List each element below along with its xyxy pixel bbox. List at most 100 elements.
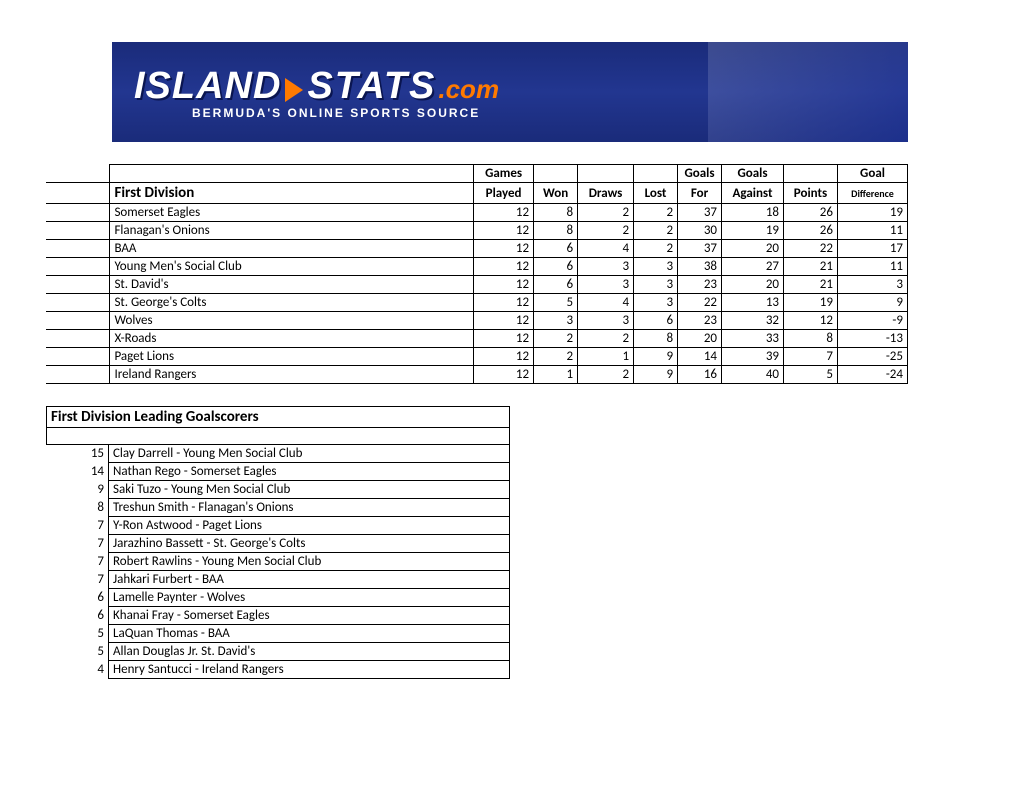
stat-diff: 19	[837, 204, 907, 222]
standings-table-container: Games Goals Goals Goal First Division Pl…	[46, 164, 908, 384]
standings-header-row2: First Division Played Won Draws Lost For…	[46, 183, 908, 204]
banner-word-island: ISLAND	[134, 65, 281, 108]
team-name: Flanagan's Onions	[110, 222, 474, 240]
blank-cell	[46, 240, 110, 258]
site-banner: ISLAND STATS .com BERMUDA'S ONLINE SPORT…	[112, 42, 908, 142]
stat-lost: 2	[634, 204, 678, 222]
banner-word-com: .com	[438, 74, 499, 105]
scorer-goals: 15	[47, 445, 109, 463]
team-name: X-Roads	[110, 330, 474, 348]
table-row: Wolves12336233212-9	[46, 312, 908, 330]
stat-played: 12	[474, 330, 534, 348]
stat-draws: 4	[578, 240, 634, 258]
stat-won: 8	[534, 222, 578, 240]
stat-won: 2	[534, 330, 578, 348]
stat-draws: 3	[578, 276, 634, 294]
scorers-blank-row	[47, 428, 510, 445]
stat-diff: 17	[837, 240, 907, 258]
scorers-title: First Division Leading Goalscorers	[47, 407, 510, 428]
stat-lost: 2	[634, 240, 678, 258]
stat-against: 33	[722, 330, 784, 348]
stat-lost: 8	[634, 330, 678, 348]
scorer-player: Henry Santucci - Ireland Rangers	[109, 661, 510, 679]
stat-lost: 9	[634, 366, 678, 384]
table-row: Paget Lions1221914397-25	[46, 348, 908, 366]
stat-won: 1	[534, 366, 578, 384]
scorer-goals: 6	[47, 607, 109, 625]
scorer-player: Robert Rawlins - Young Men Social Club	[109, 553, 510, 571]
stat-points: 7	[784, 348, 838, 366]
col-header-played: Played	[474, 183, 534, 204]
blank-cell	[46, 330, 110, 348]
scorers-table-container: First Division Leading Goalscorers 15Cla…	[46, 406, 510, 679]
scorer-goals: 7	[47, 571, 109, 589]
stat-diff: 11	[837, 222, 907, 240]
col-header-goals-for: Goals	[678, 165, 722, 183]
team-name: Ireland Rangers	[110, 366, 474, 384]
stat-points: 12	[784, 312, 838, 330]
stat-draws: 2	[578, 204, 634, 222]
blank-cell	[46, 258, 110, 276]
team-name: Paget Lions	[110, 348, 474, 366]
stat-against: 18	[722, 204, 784, 222]
table-row: Somerset Eagles1282237182619	[46, 204, 908, 222]
stat-diff: -13	[837, 330, 907, 348]
stat-won: 6	[534, 240, 578, 258]
stat-won: 6	[534, 276, 578, 294]
table-row: 7Y-Ron Astwood - Paget Lions	[47, 517, 510, 535]
stat-for: 14	[678, 348, 722, 366]
table-row: 5LaQuan Thomas - BAA	[47, 625, 510, 643]
stat-diff: -25	[837, 348, 907, 366]
table-row: 6Khanai Fray - Somerset Eagles	[47, 607, 510, 625]
stat-for: 16	[678, 366, 722, 384]
table-row: Ireland Rangers1212916405-24	[46, 366, 908, 384]
stat-against: 20	[722, 240, 784, 258]
blank-cell	[578, 165, 634, 183]
stat-diff: 9	[837, 294, 907, 312]
table-row: BAA1264237202217	[46, 240, 908, 258]
scorer-goals: 6	[47, 589, 109, 607]
col-header-goal: Goal	[837, 165, 907, 183]
blank-cell	[47, 428, 510, 445]
play-triangle-icon	[285, 78, 303, 102]
table-row: 6Lamelle Paynter - Wolves	[47, 589, 510, 607]
stat-points: 26	[784, 222, 838, 240]
scorer-goals: 5	[47, 625, 109, 643]
table-row: 7Robert Rawlins - Young Men Social Club	[47, 553, 510, 571]
stat-points: 21	[784, 258, 838, 276]
col-header-points: Points	[784, 183, 838, 204]
blank-cell	[46, 183, 110, 204]
stat-for: 37	[678, 204, 722, 222]
stat-played: 12	[474, 294, 534, 312]
stat-draws: 1	[578, 348, 634, 366]
stat-diff: 3	[837, 276, 907, 294]
blank-cell	[634, 165, 678, 183]
stat-diff: 11	[837, 258, 907, 276]
stat-played: 12	[474, 258, 534, 276]
division-title: First Division	[110, 183, 474, 204]
stat-points: 19	[784, 294, 838, 312]
scorer-player: Allan Douglas Jr. St. David's	[109, 643, 510, 661]
stat-diff: -24	[837, 366, 907, 384]
standings-table: Games Goals Goals Goal First Division Pl…	[46, 164, 908, 384]
stat-for: 30	[678, 222, 722, 240]
stat-points: 26	[784, 204, 838, 222]
col-header-for: For	[678, 183, 722, 204]
scorer-goals: 4	[47, 661, 109, 679]
blank-cell	[46, 312, 110, 330]
stat-played: 12	[474, 366, 534, 384]
stat-diff: -9	[837, 312, 907, 330]
scorer-player: Treshun Smith - Flanagan's Onions	[109, 499, 510, 517]
stat-draws: 2	[578, 330, 634, 348]
team-name: Young Men's Social Club	[110, 258, 474, 276]
scorer-player: Y-Ron Astwood - Paget Lions	[109, 517, 510, 535]
table-row: St. David's126332320213	[46, 276, 908, 294]
stat-won: 6	[534, 258, 578, 276]
table-row: Young Men's Social Club1263338272111	[46, 258, 908, 276]
stat-played: 12	[474, 348, 534, 366]
stat-for: 37	[678, 240, 722, 258]
stat-points: 21	[784, 276, 838, 294]
scorer-player: Jarazhino Bassett - St. George's Colts	[109, 535, 510, 553]
scorer-goals: 5	[47, 643, 109, 661]
team-name: Somerset Eagles	[110, 204, 474, 222]
